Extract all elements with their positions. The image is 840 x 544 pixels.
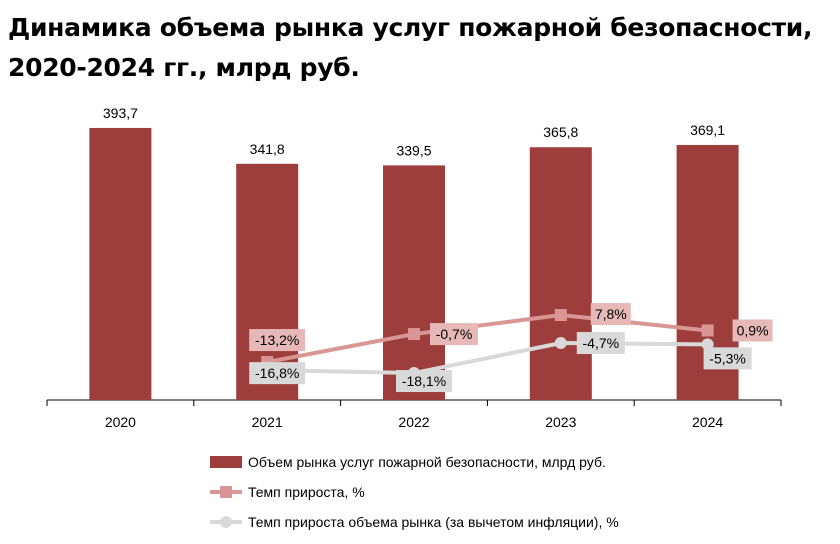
- legend-square-marker: [220, 486, 232, 498]
- data-label-box: [703, 347, 752, 370]
- data-label: -16,8%: [255, 365, 299, 381]
- data-label-box: [430, 323, 478, 346]
- bar-value-label: 369,1: [690, 122, 725, 138]
- data-label: -4,7%: [583, 335, 620, 351]
- legend-bar-swatch: [210, 456, 242, 468]
- data-label: 7,8%: [595, 306, 627, 322]
- bar: [89, 127, 152, 400]
- chart-title: Динамика объема рынка услуг пожарной без…: [8, 13, 813, 82]
- data-label: -13,2%: [255, 332, 299, 348]
- legend-circle-marker: [220, 516, 232, 528]
- data-label-box: [576, 332, 625, 355]
- bar-value-label: 341,8: [250, 141, 285, 157]
- data-label-box: [732, 319, 773, 342]
- bar: [529, 147, 592, 400]
- x-tick-label: 2023: [545, 414, 576, 430]
- data-label: 0,9%: [737, 322, 769, 338]
- data-label-box: [249, 329, 306, 352]
- legend-label: Темп прироста объема рынка (за вычетом и…: [248, 514, 619, 530]
- square-marker: [701, 324, 714, 337]
- square-marker: [408, 328, 420, 341]
- data-label: -5,3%: [709, 350, 746, 366]
- series-line: [267, 341, 708, 376]
- data-label: -0,7%: [436, 326, 473, 342]
- data-label-box: [590, 303, 631, 326]
- x-tick-label: 2022: [398, 414, 429, 430]
- bar: [383, 165, 445, 400]
- legend-label: Темп прироста, %: [248, 484, 365, 500]
- circle-marker: [554, 337, 567, 350]
- bar-value-label: 365,8: [543, 124, 578, 140]
- bar-value-label: 339,5: [396, 142, 431, 158]
- bar-value-label: 393,7: [103, 105, 138, 121]
- x-tick-label: 2021: [252, 414, 283, 430]
- x-tick-label: 2020: [105, 414, 136, 430]
- data-label: -18,1%: [402, 373, 446, 389]
- legend-label: Объем рынка услуг пожарной безопасности,…: [248, 454, 606, 470]
- data-label-box: [249, 362, 306, 385]
- series-line: [266, 313, 708, 365]
- x-tick-label: 2024: [692, 414, 723, 430]
- square-marker: [554, 309, 567, 322]
- data-label-box: [396, 370, 452, 393]
